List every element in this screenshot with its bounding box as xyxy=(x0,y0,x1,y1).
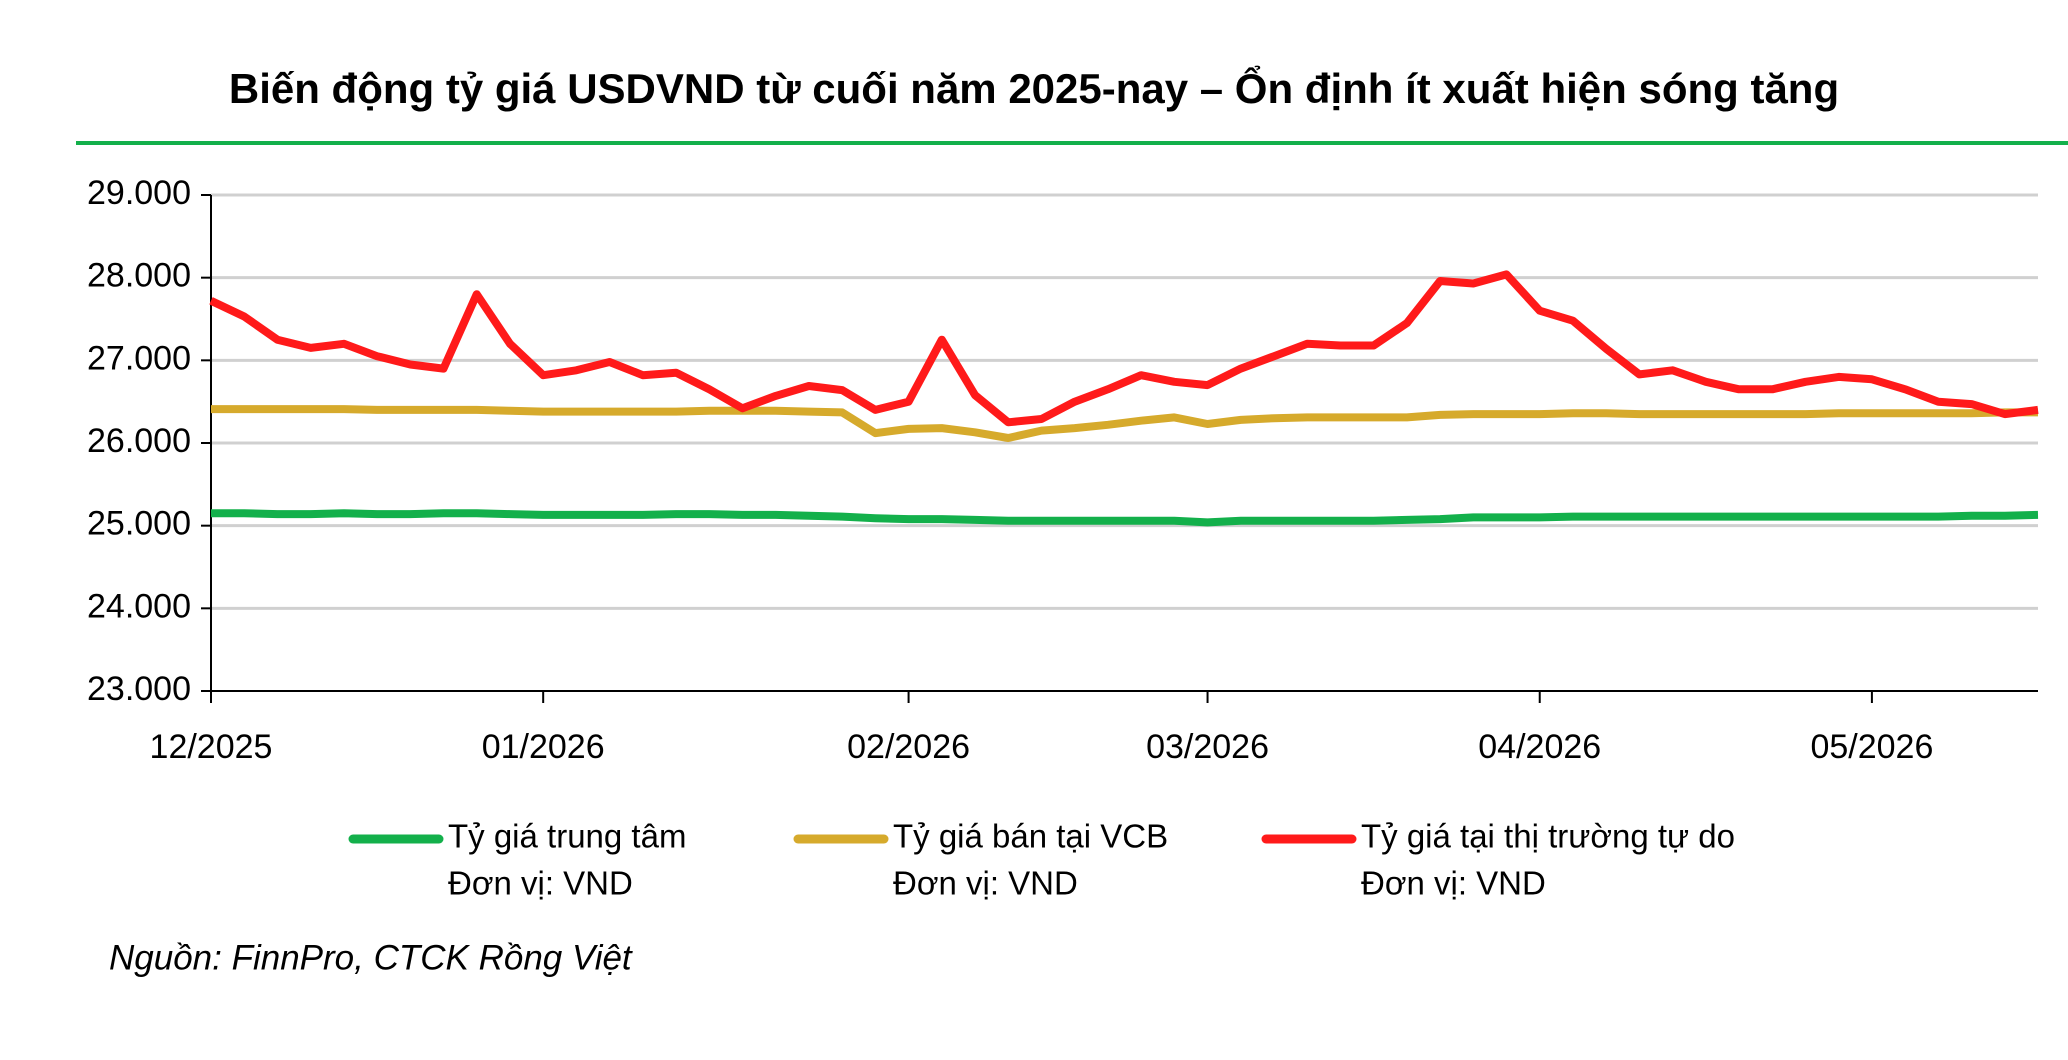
y-tick-label: 29.000 xyxy=(87,174,191,212)
source-note: Nguồn: FinnPro, CTCK Rồng Việt xyxy=(109,938,633,977)
y-tick-label: 28.000 xyxy=(87,257,191,295)
legend-label: Tỷ giá bán tại VCB xyxy=(893,818,1168,855)
x-tick-label: 01/2026 xyxy=(482,728,605,766)
y-tick-label: 24.000 xyxy=(87,587,191,625)
series-line xyxy=(209,270,2039,427)
series-line xyxy=(211,405,2038,442)
legend-unit: Đơn vị: VND xyxy=(448,865,633,902)
y-tick-label: 23.000 xyxy=(87,670,191,708)
legend-label: Tỷ giá tại thị trường tự do xyxy=(1361,818,1735,855)
x-tick-label: 03/2026 xyxy=(1146,728,1269,766)
y-tick-label: 25.000 xyxy=(87,505,191,543)
legend-unit: Đơn vị: VND xyxy=(1361,865,1546,902)
y-tick-label: 26.000 xyxy=(87,422,191,460)
chart-title: Biến động tỷ giá USDVND từ cuối năm 2025… xyxy=(229,63,1839,112)
y-tick-label: 27.000 xyxy=(87,339,191,377)
x-tick-label: 05/2026 xyxy=(1810,728,1933,766)
legend-unit: Đơn vị: VND xyxy=(893,865,1078,902)
x-tick-label: 04/2026 xyxy=(1478,728,1601,766)
x-tick-label: 12/2025 xyxy=(150,728,273,766)
legend-label: Tỷ giá trung tâm xyxy=(448,818,686,855)
x-tick-label: 02/2026 xyxy=(847,728,970,766)
series-line xyxy=(211,509,2039,527)
